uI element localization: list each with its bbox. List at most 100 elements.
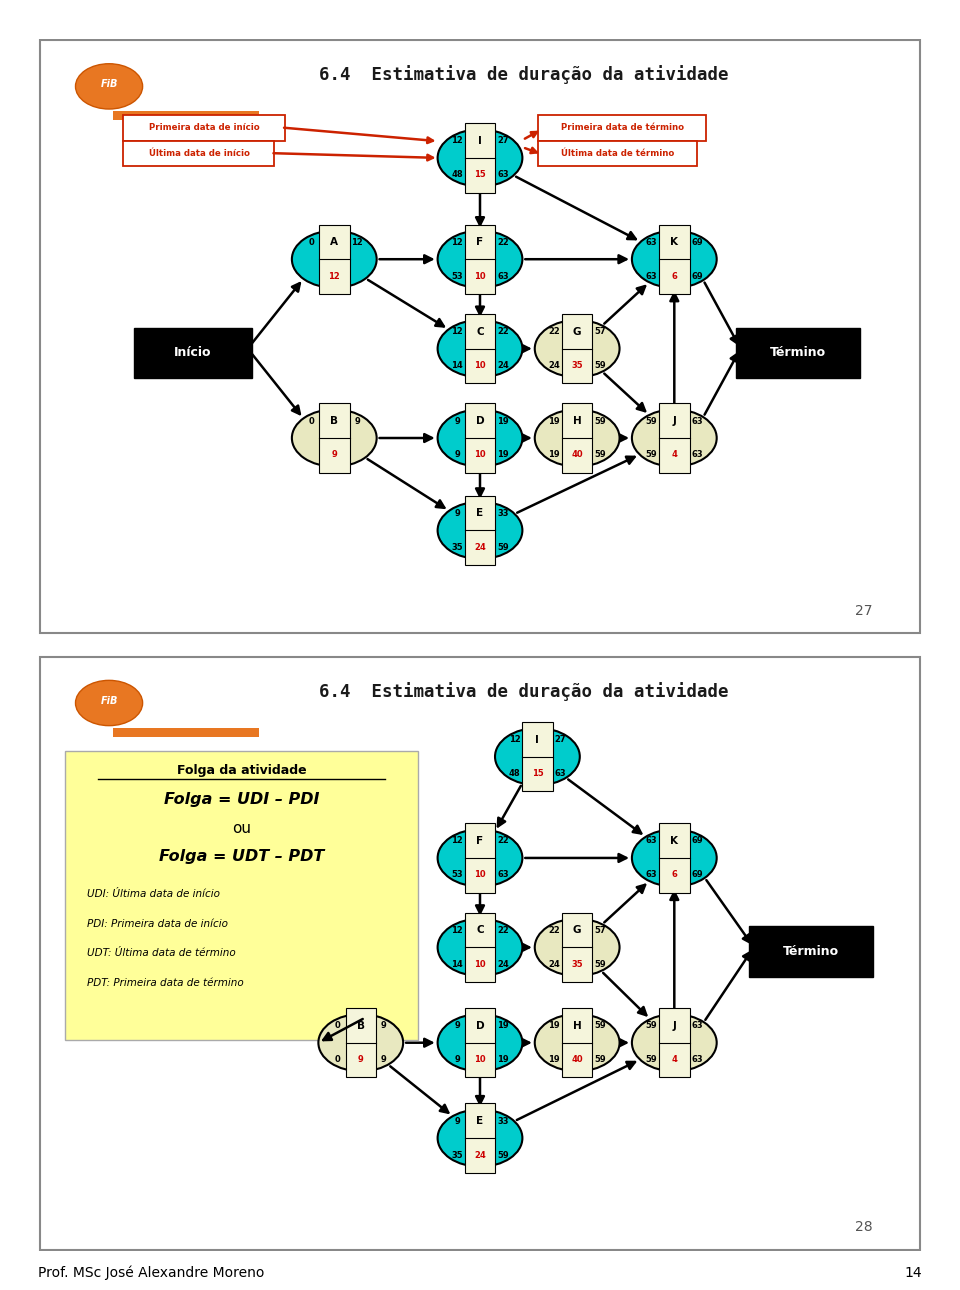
Text: Primeira data de início: Primeira data de início: [149, 123, 260, 132]
Text: E: E: [476, 508, 484, 519]
Text: 59: 59: [594, 960, 606, 969]
Text: 59: 59: [594, 417, 606, 426]
Text: 63: 63: [691, 1022, 703, 1031]
Text: 9: 9: [454, 1022, 460, 1031]
Circle shape: [438, 502, 522, 559]
Text: I: I: [536, 734, 540, 744]
Text: 24: 24: [474, 1151, 486, 1160]
Text: 53: 53: [451, 871, 463, 880]
Text: 10: 10: [474, 960, 486, 969]
Circle shape: [438, 231, 522, 288]
Text: 59: 59: [645, 450, 658, 459]
Text: 69: 69: [691, 272, 703, 281]
Text: 35: 35: [451, 1151, 463, 1160]
Text: J: J: [672, 415, 676, 426]
Text: 4: 4: [671, 1055, 677, 1064]
Text: UDT: Última data de término: UDT: Última data de término: [87, 948, 236, 958]
Circle shape: [438, 1109, 522, 1166]
Text: 12: 12: [328, 272, 340, 281]
Text: Primeira data de término: Primeira data de término: [561, 123, 684, 132]
Text: 59: 59: [594, 1022, 606, 1031]
Text: 22: 22: [497, 836, 509, 845]
FancyBboxPatch shape: [562, 404, 592, 472]
Text: K: K: [670, 836, 679, 846]
Text: H: H: [573, 415, 582, 426]
Text: 10: 10: [474, 272, 486, 281]
FancyBboxPatch shape: [133, 328, 252, 378]
Circle shape: [632, 231, 717, 288]
FancyBboxPatch shape: [562, 313, 592, 383]
Text: 9: 9: [358, 1055, 364, 1064]
Circle shape: [535, 320, 619, 377]
Text: 59: 59: [594, 1055, 606, 1064]
FancyBboxPatch shape: [539, 141, 697, 166]
Text: 6.4  Estimativa de duração da atividade: 6.4 Estimativa de duração da atividade: [320, 681, 729, 700]
Text: 63: 63: [645, 272, 658, 281]
Text: 9: 9: [354, 417, 360, 426]
Text: 6.4  Estimativa de duração da atividade: 6.4 Estimativa de duração da atividade: [320, 64, 729, 84]
Text: 0: 0: [308, 237, 314, 246]
FancyBboxPatch shape: [319, 224, 349, 294]
Text: 35: 35: [451, 543, 463, 552]
Text: 63: 63: [645, 836, 658, 845]
Text: 9: 9: [454, 508, 460, 517]
Text: PDI: Primeira data de início: PDI: Primeira data de início: [87, 918, 228, 929]
Text: 57: 57: [594, 926, 606, 935]
Circle shape: [632, 409, 717, 467]
FancyBboxPatch shape: [465, 495, 495, 565]
Text: UDI: Última data de início: UDI: Última data de início: [87, 889, 220, 899]
Text: 12: 12: [451, 836, 463, 845]
Text: 53: 53: [451, 272, 463, 281]
FancyBboxPatch shape: [522, 722, 553, 791]
Text: 9: 9: [454, 1117, 460, 1126]
Circle shape: [535, 918, 619, 977]
Text: 4: 4: [671, 450, 677, 459]
FancyBboxPatch shape: [123, 115, 285, 141]
Text: 6: 6: [671, 871, 677, 880]
Text: 22: 22: [497, 926, 509, 935]
Text: Folga da atividade: Folga da atividade: [177, 764, 306, 777]
Text: 57: 57: [594, 328, 606, 337]
Text: 27: 27: [855, 604, 873, 618]
Text: 14: 14: [904, 1265, 922, 1280]
Text: 63: 63: [497, 170, 509, 179]
Text: ou: ou: [232, 820, 251, 836]
Circle shape: [438, 1014, 522, 1071]
Text: 19: 19: [548, 1055, 560, 1064]
Text: H: H: [573, 1020, 582, 1031]
Text: 22: 22: [548, 926, 560, 935]
Circle shape: [632, 829, 717, 886]
FancyBboxPatch shape: [113, 111, 259, 120]
Text: F: F: [476, 237, 484, 248]
Circle shape: [438, 320, 522, 377]
Text: B: B: [330, 415, 338, 426]
Circle shape: [438, 829, 522, 886]
Text: 35: 35: [571, 960, 583, 969]
Text: 19: 19: [548, 417, 560, 426]
FancyBboxPatch shape: [465, 1103, 495, 1173]
Text: 9: 9: [454, 417, 460, 426]
Text: 63: 63: [691, 1055, 703, 1064]
FancyBboxPatch shape: [750, 926, 873, 977]
Text: 12: 12: [351, 237, 363, 246]
FancyBboxPatch shape: [539, 115, 707, 141]
Text: 0: 0: [308, 417, 314, 426]
Text: 22: 22: [497, 328, 509, 337]
FancyBboxPatch shape: [465, 404, 495, 472]
Text: 59: 59: [645, 1055, 658, 1064]
FancyBboxPatch shape: [562, 913, 592, 982]
FancyBboxPatch shape: [465, 224, 495, 294]
Circle shape: [76, 63, 143, 110]
Text: FiB: FiB: [101, 79, 118, 89]
Text: 10: 10: [474, 450, 486, 459]
Text: 63: 63: [691, 417, 703, 426]
FancyBboxPatch shape: [123, 141, 275, 166]
Text: 9: 9: [331, 450, 337, 459]
FancyBboxPatch shape: [562, 1007, 592, 1077]
Text: 10: 10: [474, 1055, 486, 1064]
Text: 9: 9: [381, 1022, 387, 1031]
Text: 12: 12: [509, 735, 520, 744]
Text: 27: 27: [497, 137, 509, 146]
Text: 63: 63: [555, 769, 566, 778]
Circle shape: [495, 728, 580, 786]
